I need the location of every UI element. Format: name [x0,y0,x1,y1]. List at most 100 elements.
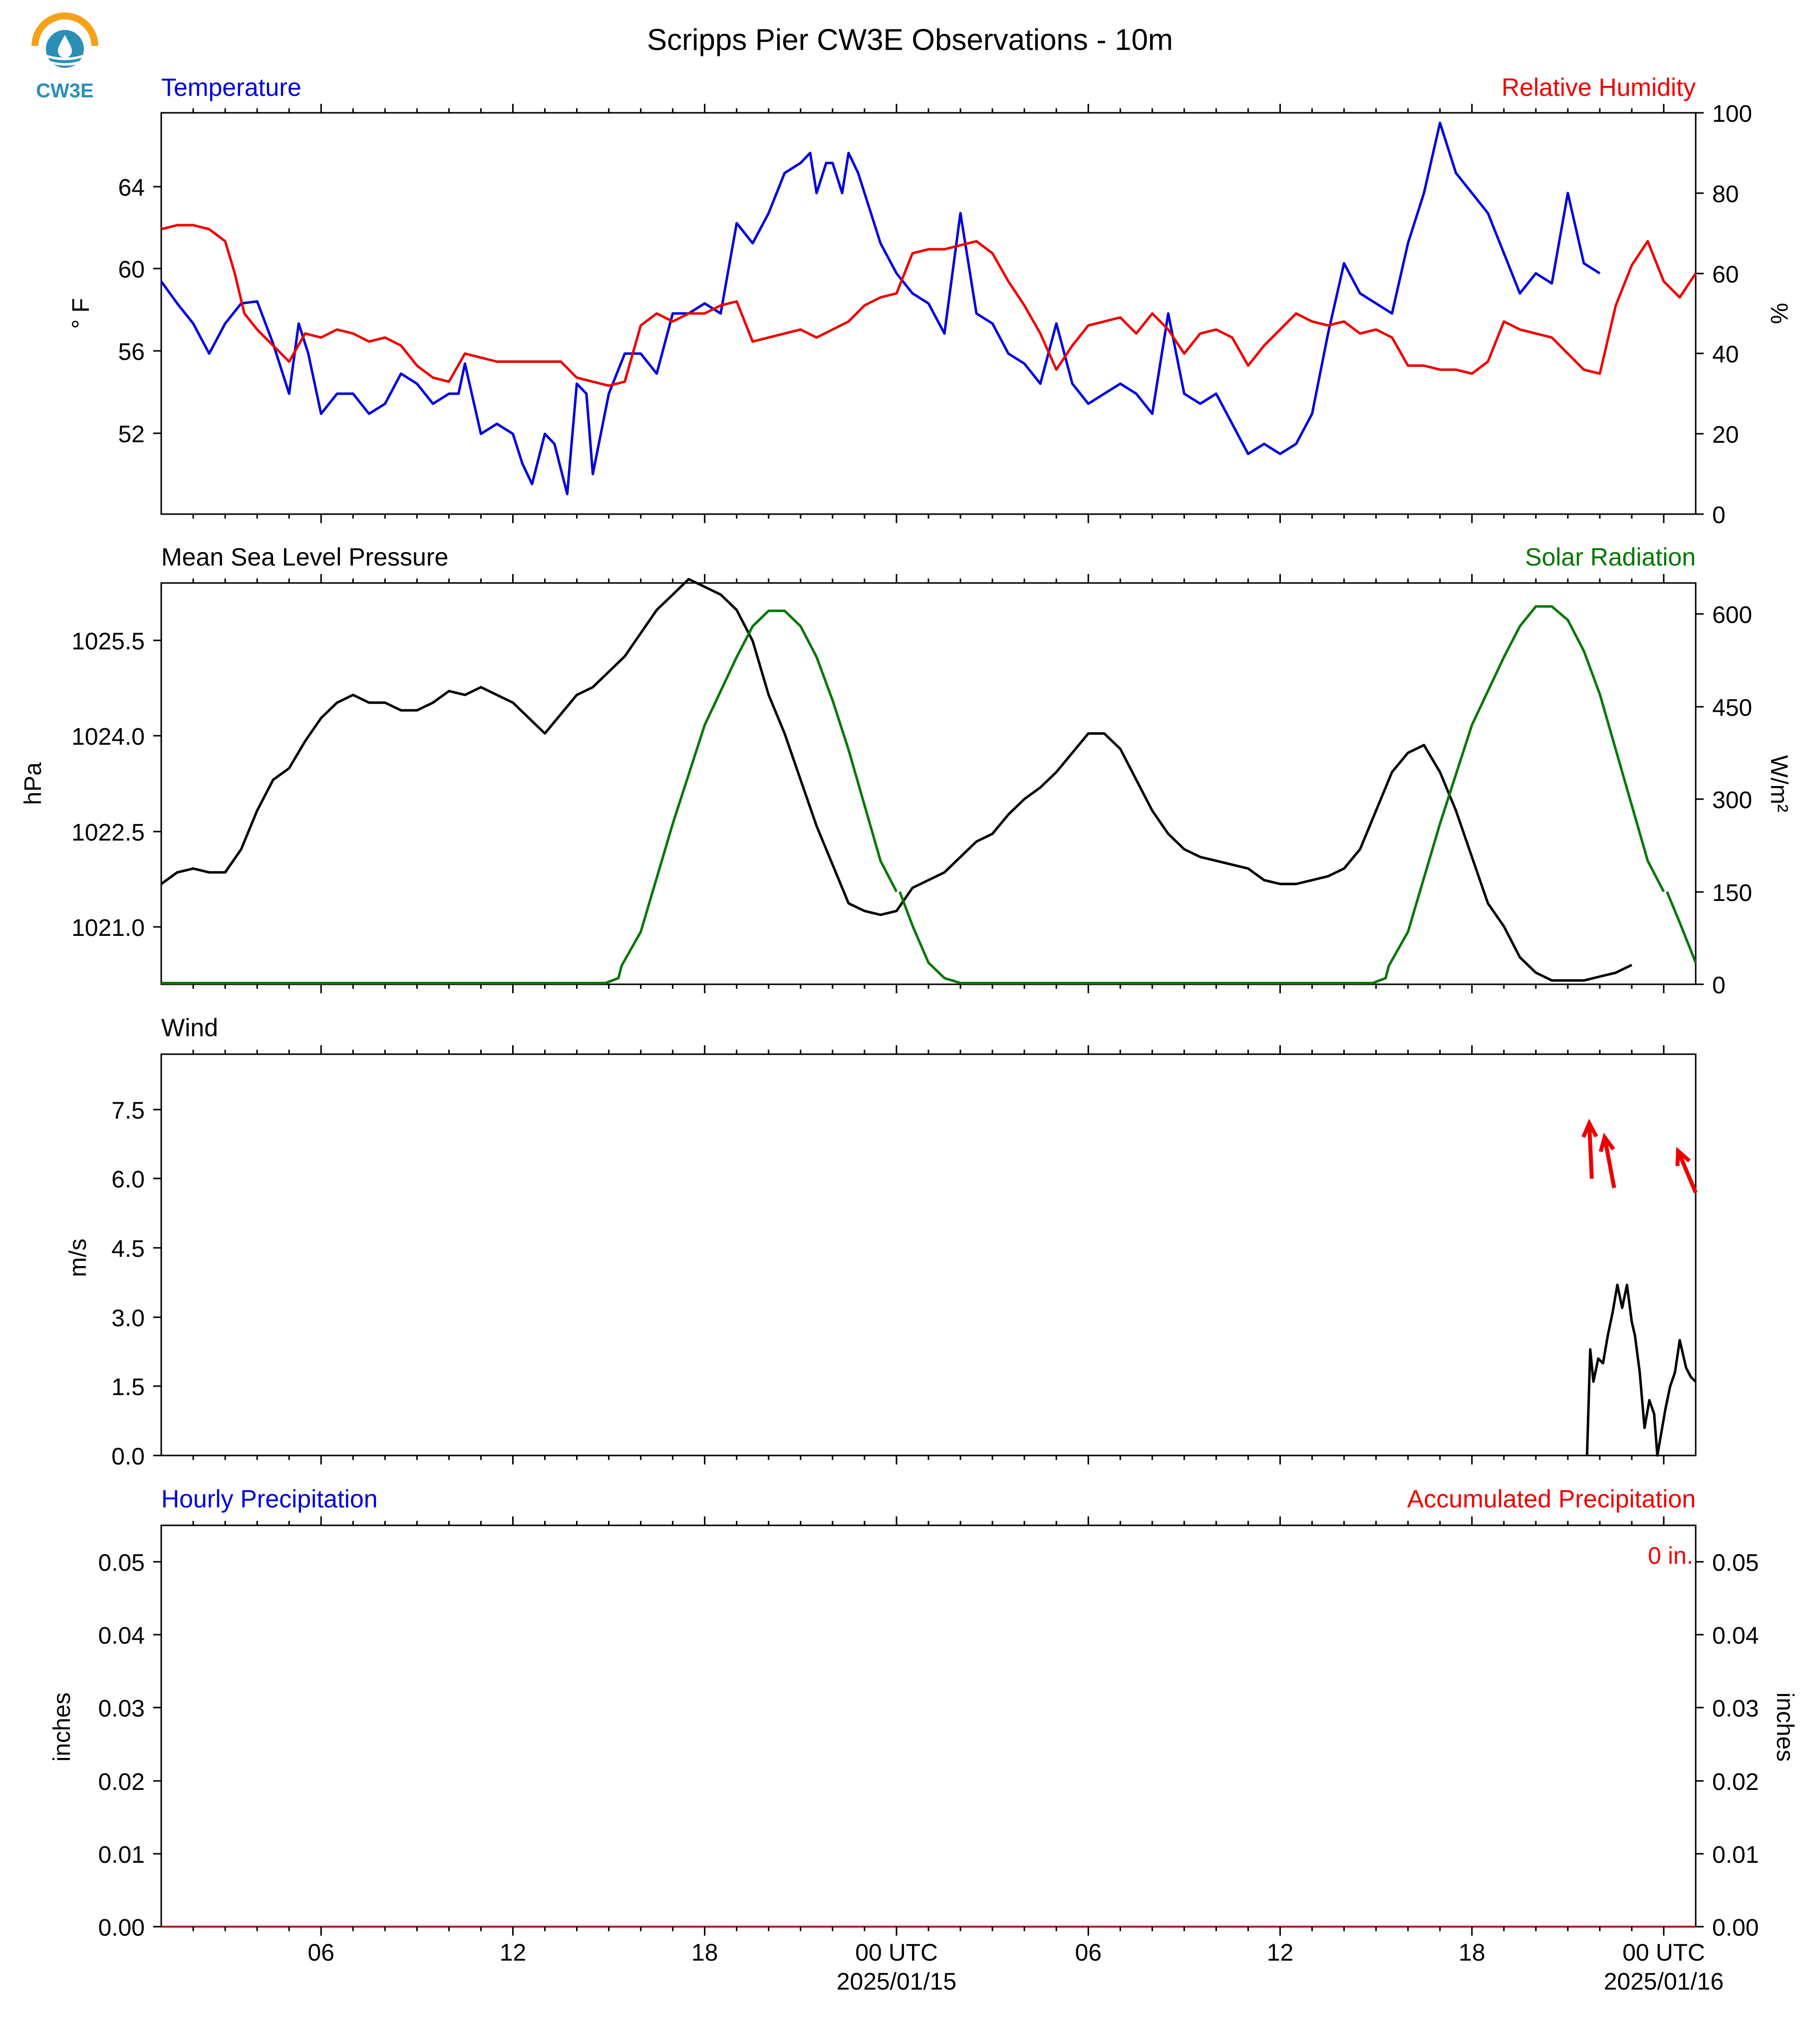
xtick-label: 12 [1267,1940,1293,1966]
panel-temperature-humidity: Temperature Relative Humidity 52 56 60 6… [68,73,1792,529]
solar-series-lines [161,605,1697,984]
accum-precip-ytick-0.05: 0.05 [1696,1550,1759,1576]
temp-ytick-52: 52 [118,421,161,448]
temperature-series-line [160,121,1601,496]
wind-arrow-2 [1675,1147,1698,1193]
xtick-label: 00 UTC [1622,1940,1705,1966]
humidity-title: Relative Humidity [1502,73,1696,101]
svg-text:300: 300 [1712,787,1752,814]
wind-ytick-3.0: 3.0 [111,1305,161,1332]
panel-2-frame [160,582,1697,985]
xtick-date-label: 2025/01/16 [1604,1969,1724,1995]
panel-pressure-solar: Mean Sea Level Pressure Solar Radiation … [20,543,1792,999]
svg-text:1022.5: 1022.5 [71,820,145,846]
hourly-precip-ytick-0.00: 0.00 [98,1915,161,1941]
panel-1-xticks [192,104,1665,523]
hourly-precip-ytick-0.03: 0.03 [98,1696,161,1722]
svg-text:0.04: 0.04 [98,1623,145,1649]
solar-segment-2 [1372,605,1665,984]
hourly-precip-ytick-0.02: 0.02 [98,1769,161,1795]
svg-text:0.03: 0.03 [1712,1696,1759,1722]
xtick-label: 06 [1075,1940,1102,1966]
wind-arrow-1 [1598,1133,1616,1188]
svg-text:0.0: 0.0 [111,1444,145,1470]
svg-text:0.00: 0.00 [1712,1915,1759,1941]
svg-text:1025.5: 1025.5 [71,628,145,655]
accum-precip-ytick-0.00: 0.00 [1696,1915,1759,1941]
accum-precip-ytick-0.04: 0.04 [1696,1623,1759,1649]
svg-text:20: 20 [1712,422,1739,448]
pressure-series-line [160,578,1632,982]
svg-text:100: 100 [1712,101,1752,127]
temp-ytick-60: 60 [118,257,161,283]
svg-text:1.5: 1.5 [111,1374,145,1401]
wind-speed-line [1585,1283,1697,1457]
svg-text:60: 60 [1712,262,1739,288]
pressure-axis-label: hPa [20,762,46,805]
figure-title: Scripps Pier CW3E Observations - 10m [647,23,1173,56]
hourly-precip-ytick-0.01: 0.01 [98,1842,161,1868]
rh-ytick-80: 80 [1696,181,1739,208]
accum-precip-ytick-0.01: 0.01 [1696,1842,1759,1868]
svg-text:0.02: 0.02 [1712,1769,1759,1795]
panel-1-frame [160,112,1697,515]
accumulated-precip-title: Accumulated Precipitation [1407,1485,1696,1513]
svg-text:1024.0: 1024.0 [71,724,145,750]
wind-ytick-6.0: 6.0 [111,1166,161,1193]
rh-ytick-20: 20 [1696,422,1739,448]
wind-ytick-4.5: 4.5 [111,1236,161,1262]
svg-text:80: 80 [1712,181,1739,208]
rh-ytick-40: 40 [1696,341,1739,368]
xtick-label: 12 [500,1940,526,1966]
solar-ytick-0: 0 [1696,972,1726,999]
svg-text:52: 52 [118,421,145,448]
svg-text:6.0: 6.0 [111,1166,145,1193]
solar-segment-1 [899,891,1373,984]
svg-text:3.0: 3.0 [111,1305,145,1332]
solar-ytick-300: 300 [1696,787,1752,814]
svg-text:600: 600 [1712,602,1752,628]
temp-ytick-64: 64 [118,175,161,201]
wind-arrow-0 [1581,1119,1598,1179]
wind-ytick-0.0: 0.0 [111,1444,161,1470]
svg-text:7.5: 7.5 [111,1098,145,1124]
panel-2-xticks [192,574,1665,993]
temp-ytick-56: 56 [118,339,161,365]
accumulated-total-annotation: 0 in. [1648,1543,1693,1569]
svg-text:0.02: 0.02 [98,1769,145,1795]
panel-precipitation: Hourly Precipitation Accumulated Precipi… [49,1485,1798,1995]
humidity-series-line [161,224,1697,387]
svg-text:0: 0 [1712,502,1726,529]
svg-text:60: 60 [118,257,145,283]
pressure-ytick-1022.5: 1022.5 [71,820,161,846]
solar-title: Solar Radiation [1525,543,1696,571]
svg-text:0.01: 0.01 [1712,1842,1759,1868]
pressure-ytick-1025.5: 1025.5 [71,628,161,655]
solar-segment-0 [161,609,898,984]
rh-ytick-60: 60 [1696,262,1739,288]
humidity-axis-label: % [1766,303,1792,324]
solar-ytick-450: 450 [1696,695,1752,721]
pressure-title: Mean Sea Level Pressure [161,543,448,571]
svg-text:56: 56 [118,339,145,365]
xtick-label: 18 [1459,1940,1485,1966]
accum-precip-ytick-0.03: 0.03 [1696,1696,1759,1722]
temperature-title: Temperature [161,73,302,101]
solar-segment-3 [1666,891,1697,963]
cw3e-drop-logo-icon [31,12,98,68]
pressure-ytick-1021.0: 1021.0 [71,915,161,941]
xtick-date-label: 2025/01/15 [837,1969,956,1995]
rh-ytick-100: 100 [1696,101,1752,127]
panel-4-xticks: 06 12 18 00 UTC 2025/01/15 06 12 18 00 UTC 2025/0… [192,1516,1724,1995]
svg-text:0: 0 [1712,972,1726,999]
hourly-precip-ytick-0.05: 0.05 [98,1550,161,1576]
solar-axis-label: W/m² [1766,755,1792,813]
svg-text:0.04: 0.04 [1712,1623,1759,1649]
wind-ytick-7.5: 7.5 [111,1098,161,1124]
wind-title: Wind [161,1014,218,1042]
wind-ytick-1.5: 1.5 [111,1374,161,1401]
svg-text:0.05: 0.05 [1712,1550,1759,1576]
panel-3-frame [160,1053,1697,1456]
svg-text:0.01: 0.01 [98,1842,145,1868]
